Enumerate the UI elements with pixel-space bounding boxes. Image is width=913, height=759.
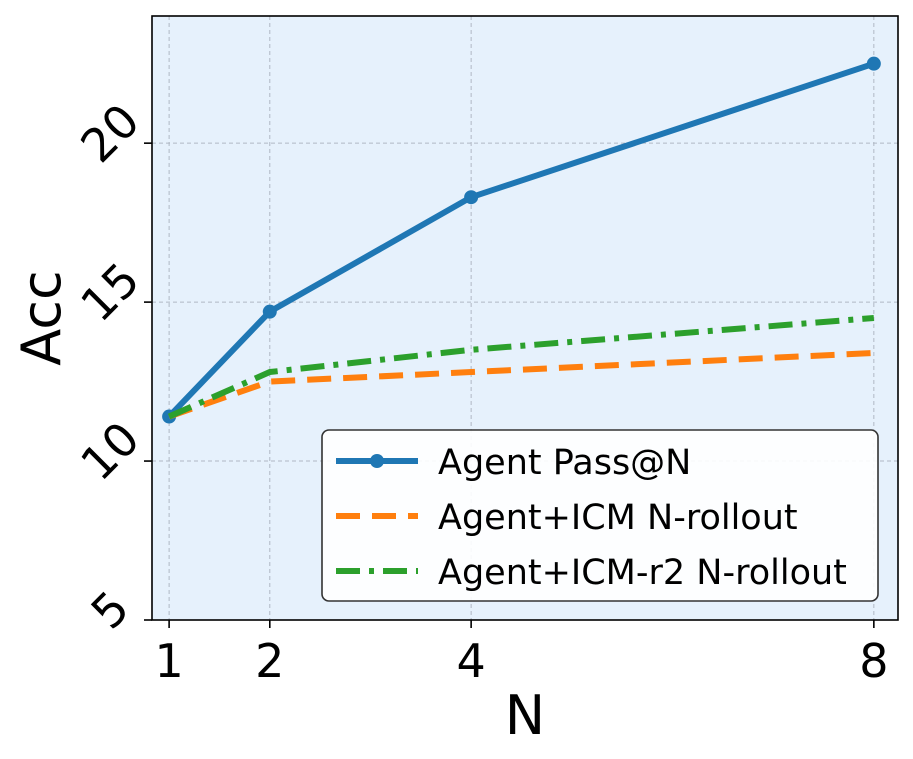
legend-box [321,429,879,602]
y-axis-title: Acc [10,270,73,365]
y-tick-label: 15 [70,252,150,332]
legend-marker-0 [370,454,384,468]
legend-label-2: Agent+ICM-r2 N-rollout [438,553,847,593]
series-point-0 [464,190,479,205]
series-line-2 [167,315,875,420]
x-tick-label: 1 [154,634,183,688]
y-tick-label: 20 [70,93,150,173]
x-tick-label: 4 [456,634,485,688]
x-tick-label: 8 [859,634,888,688]
legend-label-0: Agent Pass@N [438,443,691,483]
y-tick-label: 5 [81,581,140,640]
series-line-1 [168,349,874,420]
legend-label-1: Agent+ICM N-rollout [438,498,798,538]
series-point-0 [262,304,277,319]
series-layer [162,56,881,424]
legend: Agent Pass@N Agent+ICM N-rollout Agent+ICM… [321,429,879,602]
series-line-0 [166,60,877,420]
x-tick-label: 2 [255,634,284,688]
series-point-0 [866,56,881,71]
x-axis-title: N [505,684,545,747]
plot-frame [151,15,899,621]
y-tick-label: 10 [70,411,150,491]
